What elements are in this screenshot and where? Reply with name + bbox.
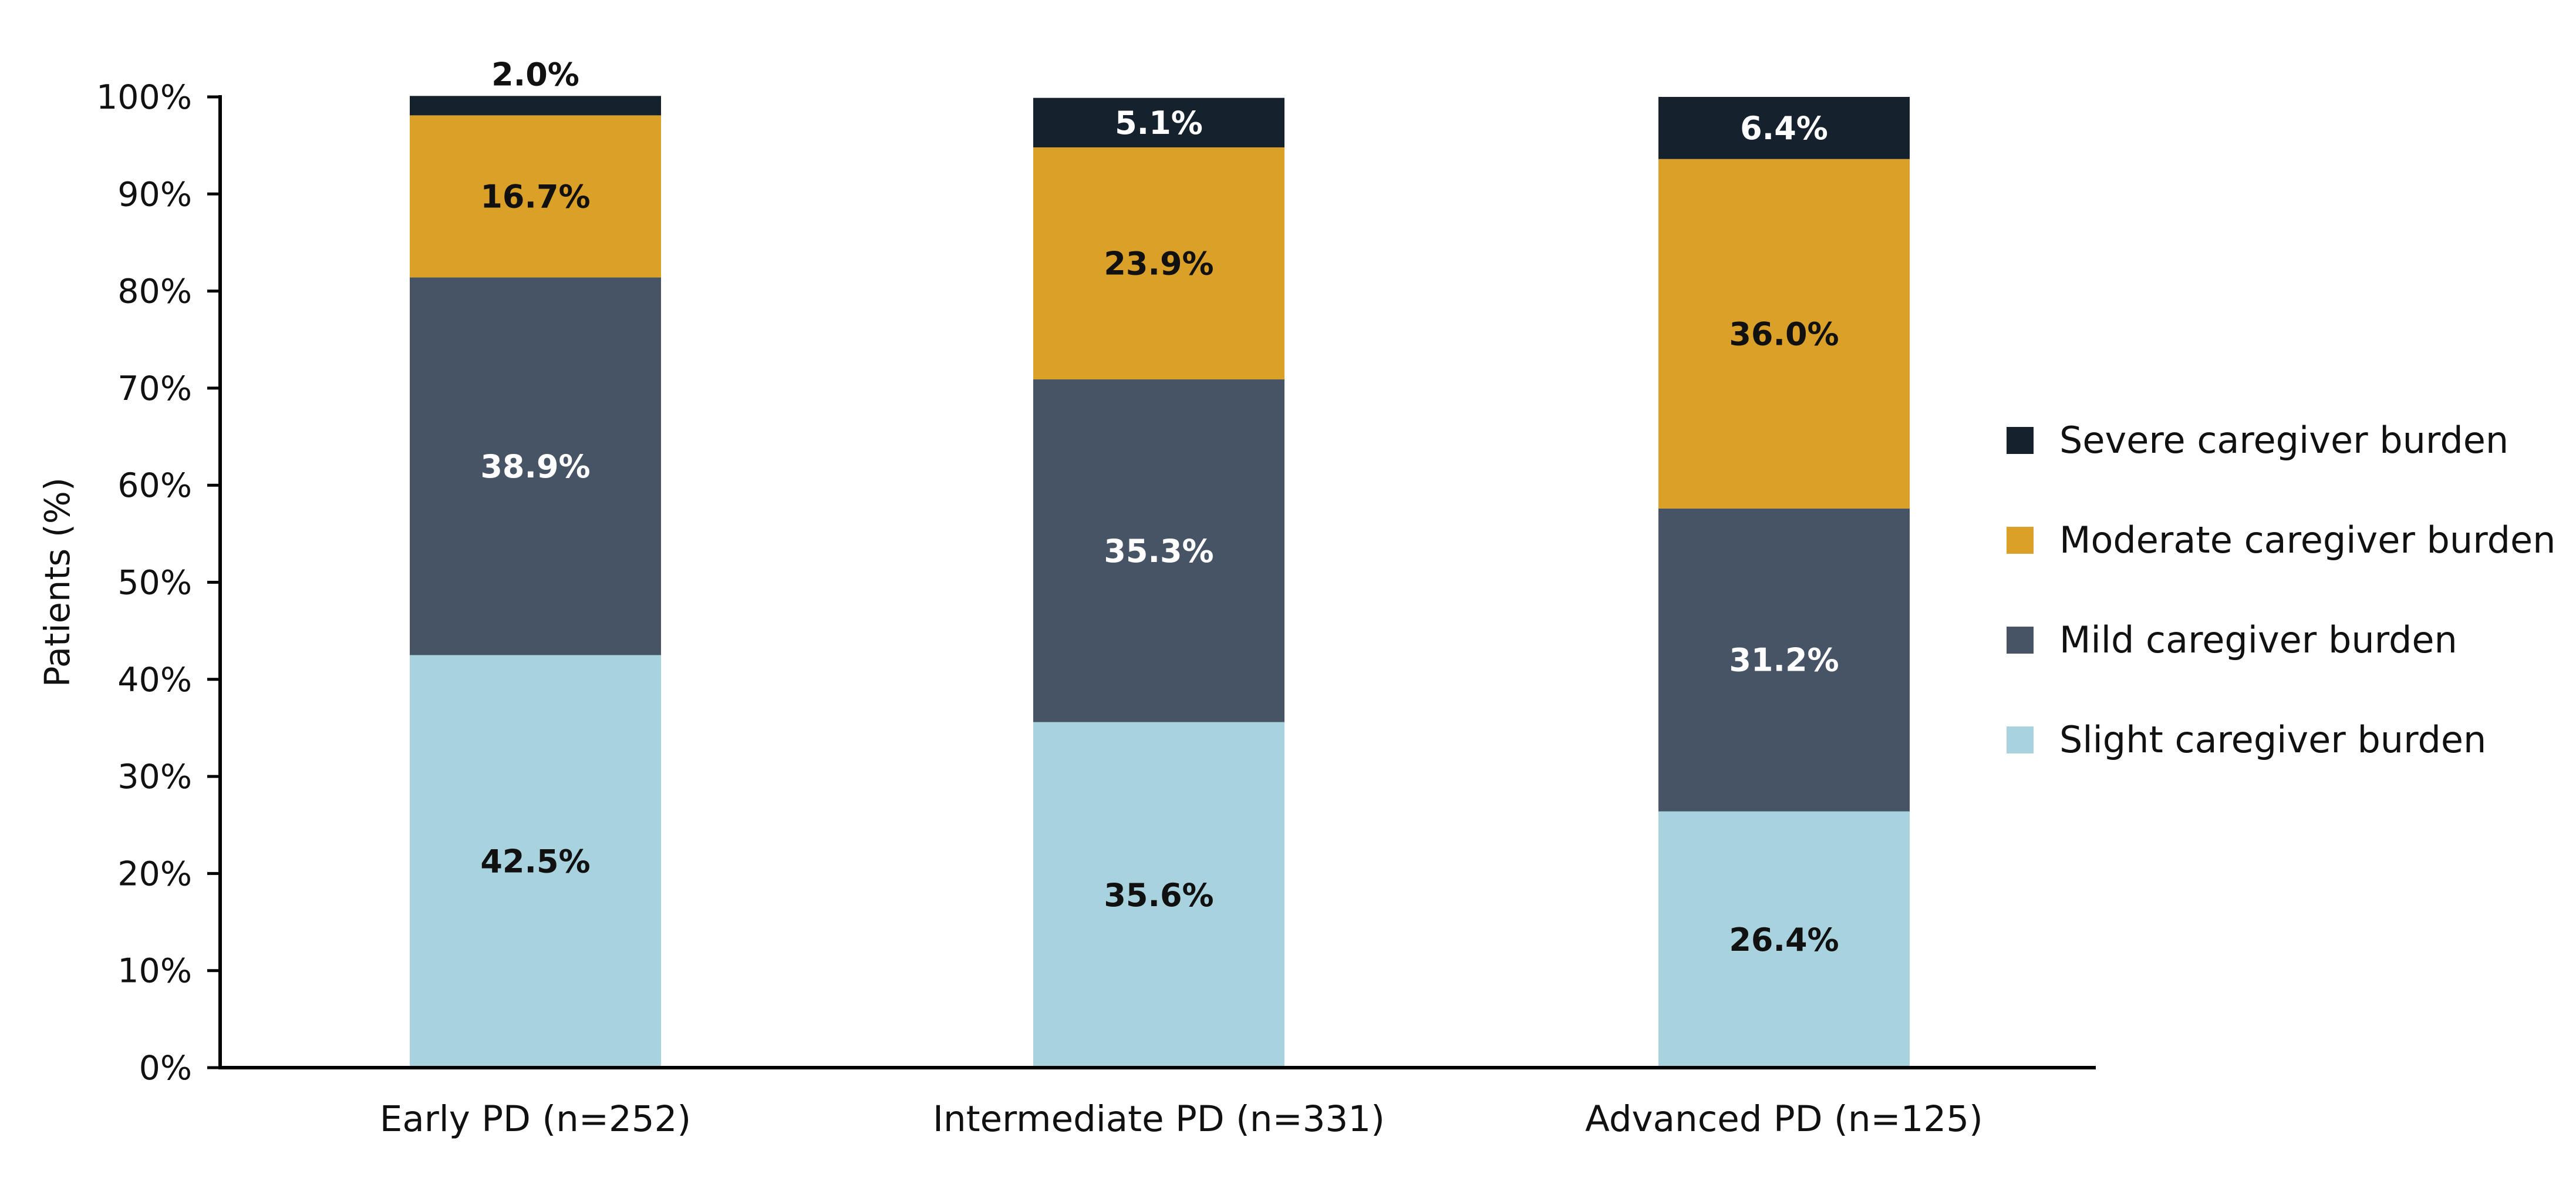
data-label: 26.4% [1729,921,1839,958]
bar-segment [1658,811,1910,1068]
bar-segment [410,655,661,1068]
legend-label: Slight caregiver burden [2059,718,2486,761]
bar-segment [410,115,661,278]
x-axis-labels: Early PD (n=252) Intermediate PD (n=331) A… [380,1098,1983,1140]
x-category-label: Advanced PD (n=125) [1585,1098,1983,1140]
y-axis-title: Patients (%) [37,477,77,687]
legend-label: Moderate caregiver burden [2059,519,2555,561]
data-label: 31.2% [1729,642,1839,679]
legend-swatch [2007,527,2034,554]
legend: Severe caregiver burden Moderate caregive… [2007,419,2555,761]
legend-swatch [2007,427,2034,454]
data-label: 6.4% [1740,110,1828,147]
bar-segment [1658,159,1910,509]
bar-segment [1033,147,1284,380]
y-tick-label: 30% [117,758,192,796]
y-tick-label: 20% [117,854,192,893]
bar-segment [1033,379,1284,722]
y-tick-label: 0% [139,1049,192,1088]
y-tick-label: 70% [117,369,192,408]
y-tick-label: 40% [117,661,192,699]
data-label: 36.0% [1729,315,1839,352]
y-tick-label: 10% [117,952,192,991]
y-tick-label: 90% [117,175,192,214]
data-label: 35.6% [1104,877,1213,914]
data-label: 23.9% [1104,245,1213,282]
x-category-label: Early PD (n=252) [380,1098,691,1140]
bar-segment [1033,722,1284,1068]
data-label: 2.0% [491,56,579,93]
data-label: 5.1% [1115,105,1203,142]
legend-label: Mild caregiver burden [2059,618,2457,661]
segment-labels-group: 42.5% 38.9% 16.7% 2.0% 35.6% 35.3% 23.9% 5.1% 26… [480,56,1839,958]
y-tick-label: 60% [117,466,192,505]
data-label: 42.5% [480,843,590,880]
bar-segment [1658,97,1910,159]
y-tick-label: 50% [117,564,192,603]
bar-segment [410,277,661,655]
y-tick-label: 80% [117,272,192,311]
bars-group [410,96,1910,1068]
y-axis-ticks: 0% 10% 20% 30% 40% 50% 60% 70% 80% 90% 100% [96,78,220,1088]
x-category-label: Intermediate PD (n=331) [933,1098,1385,1140]
bar-segment [410,96,661,116]
legend-swatch [2007,726,2034,753]
legend-label: Severe caregiver burden [2059,419,2508,462]
legend-swatch [2007,627,2034,654]
data-label: 16.7% [480,178,590,215]
data-label: 38.9% [480,448,590,485]
bar-segment [1033,97,1284,147]
y-tick-label: 100% [96,78,192,117]
bar-segment [1658,508,1910,812]
data-label: 35.3% [1104,533,1213,570]
